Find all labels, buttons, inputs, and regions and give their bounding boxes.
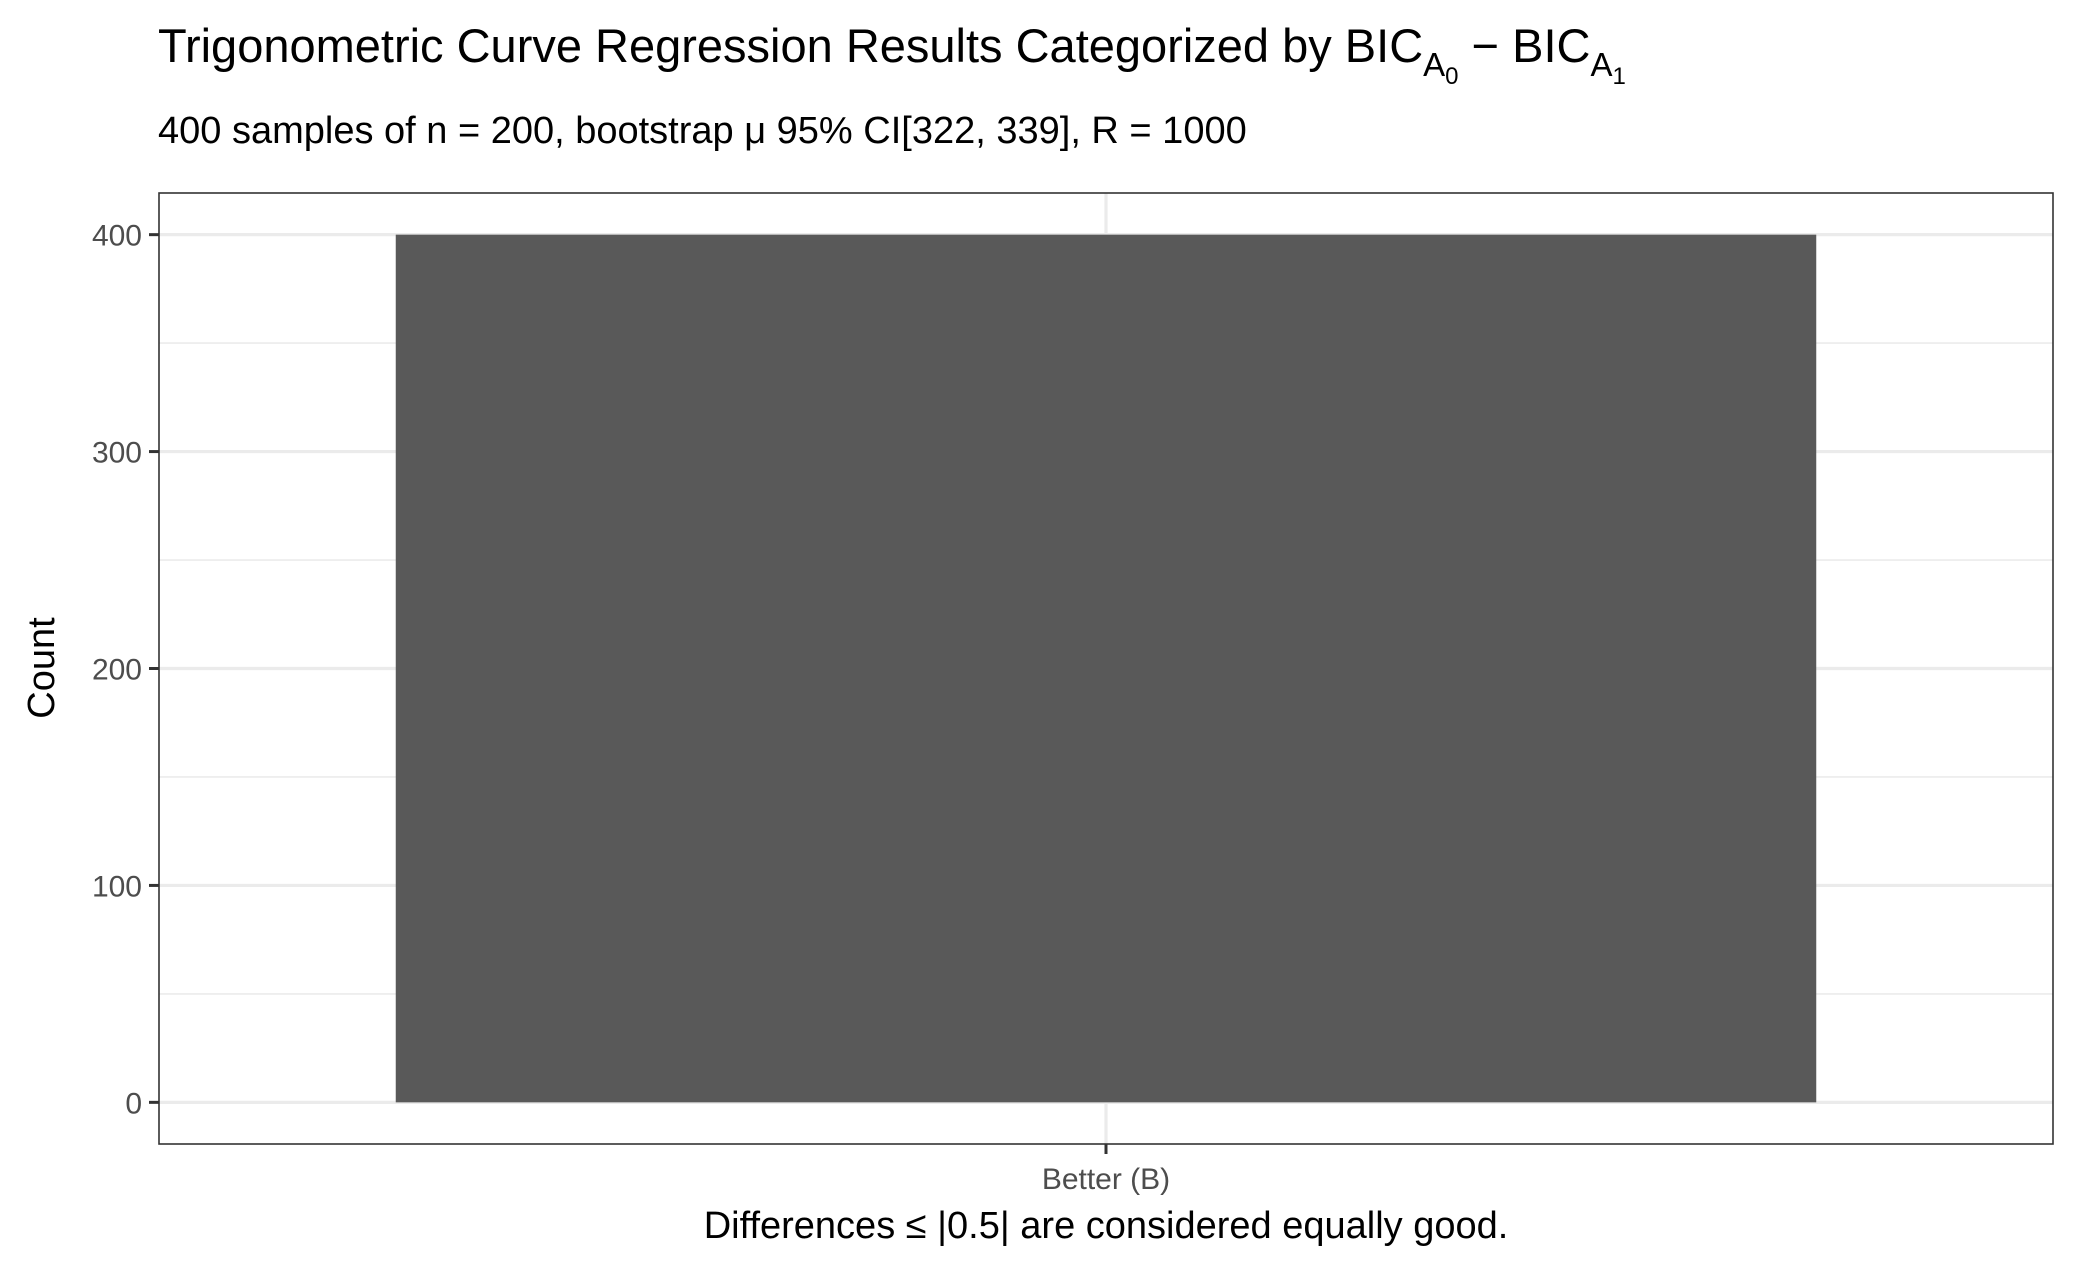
y-tick-label: 200 [92,654,142,687]
chart-subtitle: 400 samples of n = 200, bootstrap μ 95% … [158,110,1247,152]
title-sub1-index: 0 [1445,63,1458,90]
title-main: Trigonometric Curve Regression Results C… [158,19,1423,72]
title-separator: − BIC [1459,19,1591,72]
x-axis: Better (B) [1042,1144,1170,1196]
title-sub2: A [1590,46,1612,83]
y-tick-label: 100 [92,870,142,903]
bars [395,234,1817,1103]
y-axis-title: Count [21,617,63,719]
plot-panel [158,192,2054,1145]
y-tick-label: 0 [125,1087,142,1120]
x-tick-label: Better (B) [1042,1163,1170,1196]
y-axis: 0 100 200 300 400 [92,220,159,1120]
title-sub1: A [1423,46,1445,83]
title-sub2-index: 1 [1612,63,1625,90]
bar [395,234,1817,1103]
x-axis-title: Differences ≤ |0.5| are considered equal… [704,1205,1509,1247]
y-tick-label: 300 [92,437,142,470]
y-tick-label: 400 [92,220,142,253]
chart-title: Trigonometric Curve Regression Results C… [158,19,1626,90]
